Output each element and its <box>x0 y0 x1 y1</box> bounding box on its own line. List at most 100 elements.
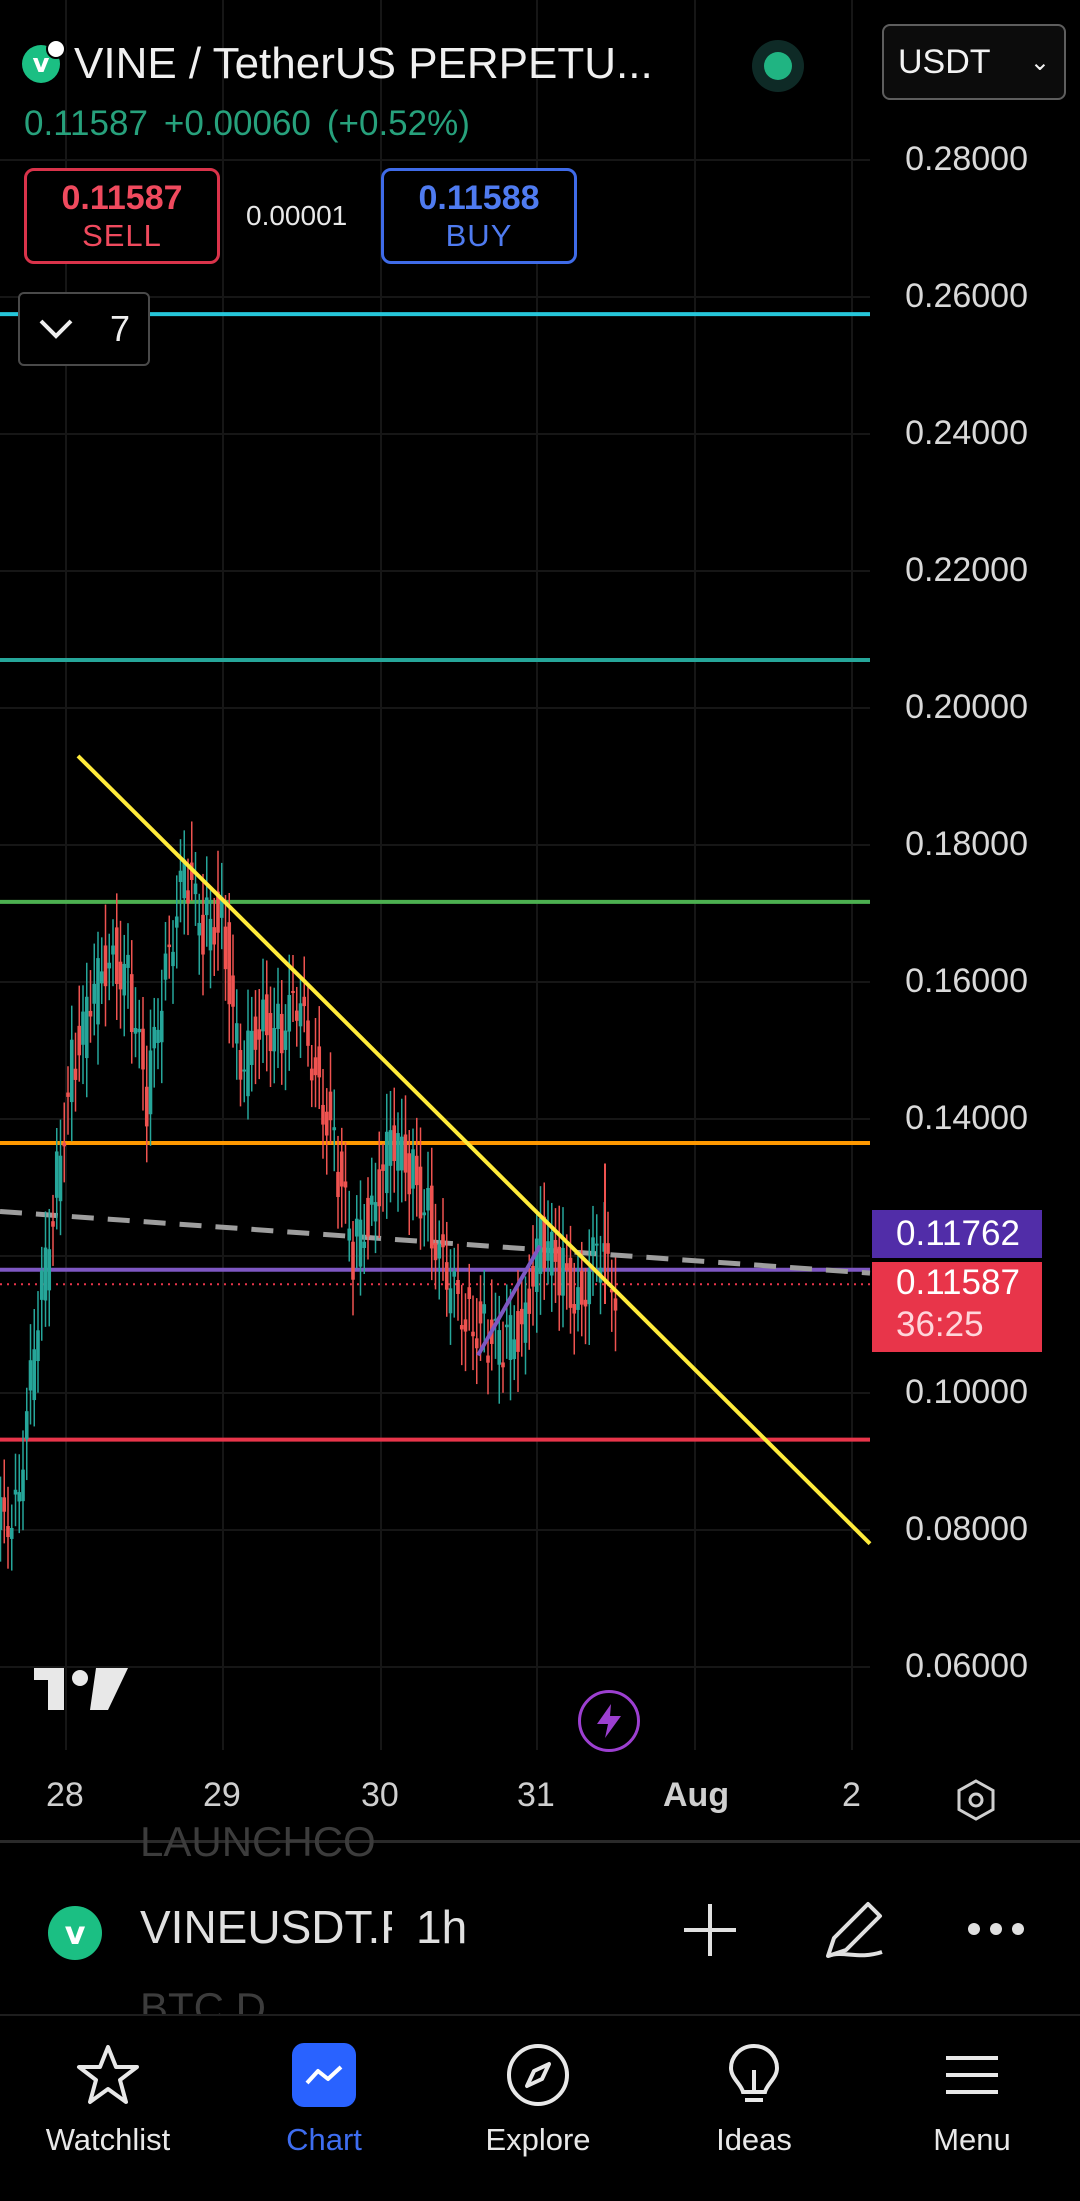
more-options-icon[interactable] <box>966 1914 1026 1944</box>
y-axis-label: 0.22000 <box>905 551 1028 589</box>
chart-settings-icon[interactable] <box>954 1778 998 1822</box>
candle-body <box>272 1027 277 1052</box>
nav-chart[interactable]: Chart <box>224 2016 424 2201</box>
price-summary: 0.11587 +0.00060 (+0.52%) <box>24 104 486 144</box>
last-price-value: 0.11587 <box>896 1263 1020 1302</box>
chevron-down-icon: ⌄ <box>1029 48 1050 76</box>
candle-body <box>343 1181 348 1188</box>
candle-body <box>69 1039 74 1103</box>
candle-body <box>253 1016 258 1050</box>
candle-body <box>321 1104 325 1125</box>
candle-body <box>456 1279 460 1294</box>
candle-body <box>441 1234 445 1248</box>
candle-body <box>538 1218 543 1274</box>
candle-body <box>351 1241 355 1280</box>
candle-body <box>84 996 89 1059</box>
market-status-icon[interactable] <box>752 40 804 92</box>
x-axis-label: 2 <box>842 1776 861 1814</box>
candle-body <box>448 1288 453 1314</box>
candle-body <box>564 1263 569 1271</box>
candle-body <box>512 1339 517 1360</box>
candle-body <box>561 1247 565 1296</box>
candle-body <box>471 1331 475 1337</box>
candle-body <box>9 1527 14 1539</box>
buy-price: 0.11588 <box>418 178 540 217</box>
y-axis-label: 0.16000 <box>905 962 1028 1000</box>
candle-body <box>238 1050 243 1080</box>
nav-ideas-label: Ideas <box>716 2122 792 2157</box>
candle-body <box>549 1231 554 1276</box>
candle-body <box>362 1241 367 1248</box>
candle-body <box>17 1492 22 1502</box>
candle-body <box>2 1497 7 1512</box>
candle-body <box>373 1202 378 1222</box>
nav-watchlist[interactable]: Watchlist <box>8 2016 208 2201</box>
candle-body <box>28 1360 33 1391</box>
candle-body <box>129 974 134 1032</box>
candle-body <box>249 1030 254 1065</box>
sell-button[interactable]: 0.11587 SELL <box>24 168 220 264</box>
candle-body <box>553 1240 558 1262</box>
lightbulb-icon <box>728 2043 780 2102</box>
candle-body <box>32 1349 37 1401</box>
price-change-pct: (+0.52%) <box>326 104 470 143</box>
nav-ideas[interactable]: Ideas <box>654 2016 854 2201</box>
add-icon[interactable] <box>680 1900 740 1960</box>
candle-body <box>193 883 198 895</box>
candle-body <box>411 1149 415 1189</box>
symbol-title[interactable]: v VINE / TetherUS PERPETU... <box>22 36 653 92</box>
buy-button[interactable]: 0.11588 BUY <box>381 168 577 264</box>
candle-body <box>463 1319 468 1332</box>
price-chart[interactable] <box>0 0 1080 1840</box>
candle-body <box>354 1218 359 1237</box>
candle-body <box>242 1069 247 1072</box>
candle-body <box>497 1330 502 1365</box>
candle-body <box>309 1068 314 1081</box>
candle-body <box>54 1151 59 1198</box>
candle-body <box>613 1298 618 1311</box>
y-axis-label: 0.14000 <box>905 1099 1028 1137</box>
currency-select-value: USDT <box>898 42 991 81</box>
candle-body <box>36 1330 40 1362</box>
candle-body <box>366 1197 370 1237</box>
candle-body <box>407 1153 412 1195</box>
indicators-toggle-button[interactable]: 7 <box>18 292 150 366</box>
candle-body <box>313 1057 318 1076</box>
candle-body <box>302 996 307 1007</box>
candle-body <box>163 953 168 980</box>
bottom-symbol[interactable]: VINEUSDT.P <box>140 1901 392 1953</box>
candle-body <box>114 927 119 984</box>
candle-body <box>246 1030 250 1097</box>
candle-body <box>317 1046 322 1078</box>
candle-body <box>332 1127 337 1131</box>
y-axis-label: 0.06000 <box>905 1647 1028 1685</box>
candle-body <box>279 1013 284 1054</box>
lightning-icon[interactable] <box>578 1690 640 1752</box>
candle-body <box>486 1355 490 1363</box>
candle-body <box>167 944 172 948</box>
candle-body <box>606 1243 610 1254</box>
drawing-pen-icon[interactable] <box>820 1894 890 1964</box>
candle-body <box>576 1287 580 1310</box>
candle-body <box>39 1270 44 1300</box>
indicators-count: 7 <box>109 308 130 349</box>
candle-body <box>347 1228 352 1241</box>
nav-menu[interactable]: Menu <box>872 2016 1072 2201</box>
nav-explore[interactable]: Explore <box>438 2016 638 2201</box>
candle-body <box>546 1241 550 1261</box>
currency-select[interactable]: USDT ⌄ <box>882 24 1066 100</box>
candle-body <box>6 1526 10 1538</box>
candle-body <box>482 1304 487 1314</box>
sell-price: 0.11587 <box>61 178 183 217</box>
symbol-title-text: VINE / TetherUS PERPETU... <box>74 39 653 88</box>
candle-body <box>58 1155 63 1202</box>
candle-body <box>328 1091 333 1121</box>
bottom-interval[interactable]: 1h <box>416 1901 468 1953</box>
candle-body <box>583 1299 588 1307</box>
y-axis-label: 0.18000 <box>905 825 1028 863</box>
spread-value: 0.00001 <box>246 200 348 231</box>
x-axis-label: 29 <box>203 1776 241 1814</box>
candle-body <box>414 1155 419 1186</box>
candle-body <box>141 1028 145 1070</box>
candle-body <box>392 1125 397 1162</box>
